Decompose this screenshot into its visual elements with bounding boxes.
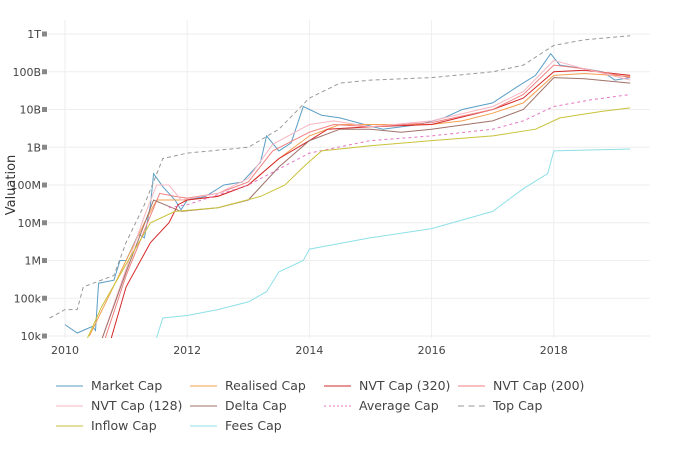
legend-item-market-cap[interactable]: Market Cap xyxy=(56,377,190,394)
y-tick-marker xyxy=(42,295,47,301)
y-tick-marker xyxy=(42,31,47,37)
series-line-average-cap xyxy=(168,94,631,209)
x-tick-label: 2012 xyxy=(173,344,201,357)
legend-label: Market Cap xyxy=(91,378,163,393)
legend-item-nvt-cap-320[interactable]: NVT Cap (320) xyxy=(324,377,458,394)
y-tick-label: 1M xyxy=(25,255,42,268)
legend-swatch xyxy=(56,384,83,387)
series-line-inflow-cap xyxy=(86,107,631,338)
legend-label: Average Cap xyxy=(359,398,439,413)
series-line-nvt-cap-200 xyxy=(104,64,631,338)
y-tick-label: 1B xyxy=(26,141,41,154)
legend-label: Delta Cap xyxy=(225,398,287,413)
legend-swatch xyxy=(190,404,217,407)
legend-item-top-cap[interactable]: Top Cap xyxy=(458,397,592,414)
y-tick-label: 100k xyxy=(14,292,42,305)
y-tick-marker xyxy=(42,69,47,75)
y-tick-label: 10B xyxy=(19,104,41,117)
x-tick-label: 2014 xyxy=(295,344,323,357)
x-tick-label: 2018 xyxy=(540,344,568,357)
series-line-nvt-cap-128 xyxy=(101,59,631,338)
legend-label: NVT Cap (320) xyxy=(359,378,451,393)
y-axis-label: Valuation xyxy=(4,155,19,216)
legend-label: Inflow Cap xyxy=(91,418,157,433)
y-tick-label: 1T xyxy=(27,28,41,41)
legend-swatch xyxy=(190,424,217,427)
y-tick-label: 100B xyxy=(12,66,41,79)
series-line-fees-cap xyxy=(156,148,631,338)
y-tick-marker xyxy=(42,220,47,226)
legend-item-average-cap[interactable]: Average Cap xyxy=(324,397,458,414)
series-line-top-cap xyxy=(49,35,631,319)
y-tick-marker xyxy=(42,107,47,112)
y-tick-marker xyxy=(42,333,47,339)
series-line-nvt-cap-320 xyxy=(110,69,631,338)
series-line-market-cap xyxy=(64,52,631,334)
legend-item-nvt-cap-200[interactable]: NVT Cap (200) xyxy=(458,377,592,394)
legend-swatch xyxy=(190,384,217,387)
legend-item-inflow-cap[interactable]: Inflow Cap xyxy=(56,417,190,434)
chart: Valuation 2010 2012 2014 2016 2018 1T 100B 10B 1… xyxy=(4,20,650,357)
legend-item-nvt-cap-128[interactable]: NVT Cap (128) xyxy=(56,397,190,414)
legend-swatch xyxy=(458,384,485,387)
legend-item-delta-cap[interactable]: Delta Cap xyxy=(190,397,324,414)
legend-swatch xyxy=(458,404,485,407)
legend-label: Fees Cap xyxy=(225,418,282,433)
y-tick-label: 10M xyxy=(18,217,42,230)
x-tick-label: 2010 xyxy=(51,344,79,357)
legend-label: Realised Cap xyxy=(225,378,306,393)
y-tick-marker xyxy=(42,182,47,188)
legend-swatch xyxy=(56,424,83,427)
y-tick-marker xyxy=(42,258,47,263)
y-tick-label: 100M xyxy=(11,179,42,192)
legend: Market Cap Realised Cap NVT Cap (320) NVT C… xyxy=(56,377,636,434)
legend-label: Top Cap xyxy=(493,398,543,413)
legend-label: NVT Cap (128) xyxy=(91,398,183,413)
series-line-realised-cap xyxy=(88,72,631,337)
series-line-delta-cap xyxy=(101,77,631,338)
legend-swatch xyxy=(324,404,351,407)
legend-label: NVT Cap (200) xyxy=(493,378,585,393)
grid xyxy=(48,20,650,338)
legend-item-realised-cap[interactable]: Realised Cap xyxy=(190,377,324,394)
ticks: 2010 2012 2014 2016 2018 1T 100B 10B 1B 100M 10M 1M… xyxy=(11,28,568,357)
series-lines xyxy=(49,35,631,338)
legend-item-fees-cap[interactable]: Fees Cap xyxy=(190,417,324,434)
x-tick-label: 2016 xyxy=(418,344,446,357)
legend-swatch xyxy=(56,404,83,407)
y-tick-label: 10k xyxy=(21,330,42,343)
legend-swatch xyxy=(324,384,351,387)
y-tick-marker xyxy=(42,144,47,150)
